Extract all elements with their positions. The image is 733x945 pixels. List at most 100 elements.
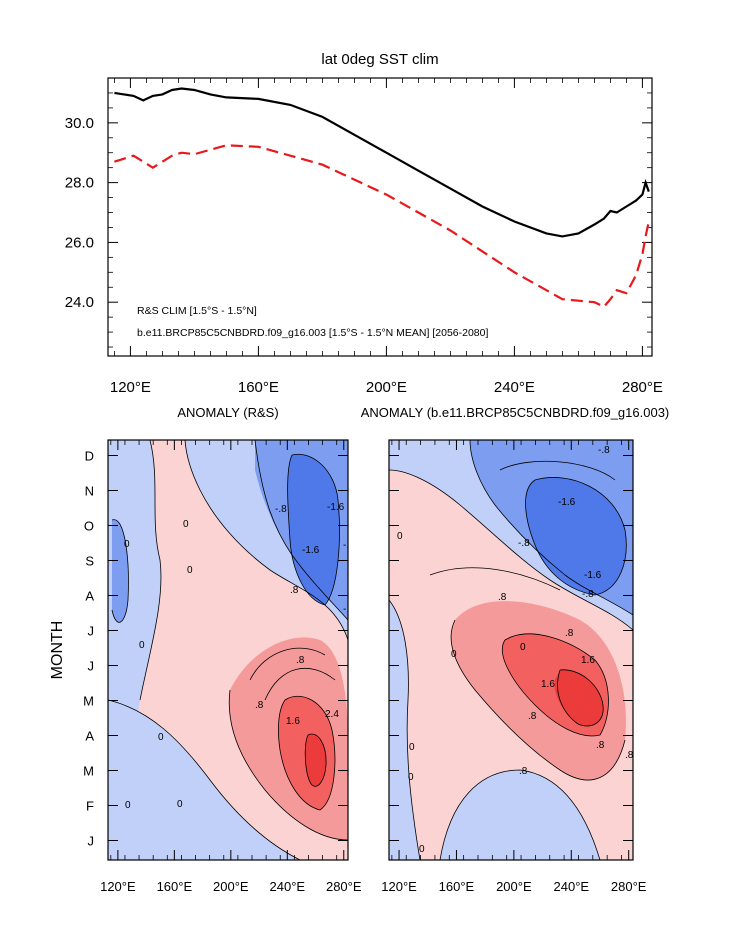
contour-label: 0 <box>183 519 189 530</box>
contour-label-text: -1.6 <box>558 497 576 508</box>
contour-label: -1.6 <box>558 497 576 508</box>
contour-label: -.8 <box>343 540 355 551</box>
contour-lines-left <box>108 440 348 860</box>
contour-label-text: .8 <box>528 711 537 722</box>
pos-region-peak <box>305 734 327 787</box>
month-tick-label: D <box>85 449 94 464</box>
y-tick-label: 28.0 <box>65 175 94 192</box>
contour-label-text: 0 <box>125 800 131 811</box>
contour-label: 0 <box>139 640 145 651</box>
x-tick-label: 280°E <box>611 879 647 894</box>
heatmap-left-title: ANOMALY (R&S) <box>177 405 278 420</box>
contour-label: 0 <box>124 539 130 550</box>
contour-label-text: 0 <box>177 799 183 810</box>
heatmap-left-fields: 0 0 0 0 0 0 0 -.8 -1.6 -1.6 .8 .8 1.6 2.4 .8 -.8 -.8 <box>108 440 355 860</box>
heatmap-left-frame <box>107 439 349 861</box>
line-chart-frame <box>107 77 653 357</box>
contour-label-text: 2.4 <box>325 709 339 720</box>
contour-label-text: 0 <box>397 531 403 542</box>
x-tick-label: 120°E <box>100 879 136 894</box>
month-tick-label: J <box>88 659 95 674</box>
neg-region-core <box>287 454 340 605</box>
contour-label-text: -1.6 <box>327 502 345 513</box>
contour-label-text: -1.6 <box>302 545 320 556</box>
x-tick-label: 160°E <box>439 879 475 894</box>
contour-labels-left: 0 0 0 0 0 0 0 -.8 -1.6 -1.6 .8 .8 1.6 2.4 .8 -.8 -.8 <box>124 502 355 811</box>
contour-label-text: 0 <box>183 519 189 530</box>
contour-label: 0 <box>451 649 457 660</box>
contour-label-text: 0 <box>124 539 130 550</box>
contour-label-text: .8 <box>290 585 299 596</box>
contour-label-text: -.8 <box>343 604 355 615</box>
line-chart-title: lat 0deg SST clim <box>321 51 438 68</box>
heatmap-right-ticks <box>389 440 633 860</box>
contour-label-text: .8 <box>296 655 305 666</box>
x-tick-label: 240°E <box>494 379 535 396</box>
contour-label: 2.4 <box>325 709 339 720</box>
contour-label-text: 1.6 <box>541 679 555 690</box>
contour-lines-right <box>389 440 633 860</box>
contour-label: .8 <box>528 711 537 722</box>
month-tick-label: N <box>85 484 94 499</box>
line-chart-ticks <box>108 77 652 356</box>
contour-label: 0 <box>409 742 415 753</box>
contour-label: -.8 <box>582 589 594 600</box>
neg-region-lower <box>108 700 300 860</box>
x-tick-label: 160°E <box>157 879 193 894</box>
contour-label: 1.6 <box>581 655 595 666</box>
contour-label: 0 <box>177 799 183 810</box>
contour-labels-right: 0 0 0 0 0 0 -.8 -1.6 -1.6 -.8 -.8 .8 .8 1.6 1.6 .8 .8 .8.… <box>397 445 634 855</box>
pos-region-peak <box>554 669 604 726</box>
contour-label-text: 0 <box>187 565 193 576</box>
x-tick-label: 240°E <box>554 879 590 894</box>
month-tick-label: M <box>83 764 94 779</box>
contour-label: .8 <box>255 700 264 711</box>
y-tick-label: 24.0 <box>65 294 94 311</box>
neg-region-lower <box>440 770 600 860</box>
x-tick-label: 160°E <box>238 379 279 396</box>
month-tick-label: A <box>85 729 94 744</box>
contour-label: 0 <box>187 565 193 576</box>
contour-label: 0 <box>125 800 131 811</box>
month-tick-label: O <box>84 519 94 534</box>
contour-label: 0 <box>158 732 164 743</box>
contour-label-text: 1.6 <box>581 655 595 666</box>
contour-label-text: .8 <box>625 750 634 761</box>
contour-label: .8 <box>625 750 634 761</box>
month-axis-label: MONTH <box>49 621 66 680</box>
contour-label-text: 1.6 <box>286 716 300 727</box>
x-tick-label: 200°E <box>496 879 532 894</box>
legend-obs: R&S CLIM [1.5°S - 1.5°N] <box>137 305 257 317</box>
contour-label: 0 <box>408 772 414 783</box>
contour-label-text: .8 <box>565 628 574 639</box>
contour-label: -.8 <box>518 538 530 549</box>
month-tick-label: S <box>85 554 94 569</box>
contour-label: 1.6 <box>286 716 300 727</box>
line-chart: lat 0deg SST clim 120°E 160°E 200°E 240°E 28… <box>65 51 663 396</box>
contour-label-text: 0 <box>139 640 145 651</box>
contour-label: 0 <box>397 531 403 542</box>
month-tick-labels: J F M A M J J A S O N D <box>83 449 94 849</box>
neg-patch-west <box>112 519 129 623</box>
heatmap-right: ANOMALY (b.e11.BRCP85C5CNBDRD.f09_g16.00… <box>361 405 670 894</box>
x-tick-label: 120°E <box>110 379 151 396</box>
y-tick-label: 30.0 <box>65 115 94 132</box>
month-tick-label: M <box>83 694 94 709</box>
x-tick-label: 240°E <box>270 879 306 894</box>
x-tick-label: 120°E <box>381 879 417 894</box>
heatmap-right-title: ANOMALY (b.e11.BRCP85C5CNBDRD.f09_g16.00… <box>361 405 670 420</box>
contour-label: .8 <box>519 766 528 777</box>
x-tick-label: 200°E <box>213 879 249 894</box>
month-tick-label: A <box>85 589 94 604</box>
contour-label-text: -.8 <box>598 445 610 456</box>
contour-label-text: .8 <box>255 700 264 711</box>
contour-label: -1.6 <box>584 570 602 581</box>
contour-label-text: -.8 <box>343 540 355 551</box>
contour-label: .8 <box>596 740 605 751</box>
contour-label: -.8 <box>598 445 610 456</box>
contour-label-text: .8 <box>519 766 528 777</box>
heatmap-left: ANOMALY (R&S) MONTH <box>49 405 362 894</box>
contour-label-text: 0 <box>409 742 415 753</box>
contour-label: 0 <box>419 844 425 855</box>
